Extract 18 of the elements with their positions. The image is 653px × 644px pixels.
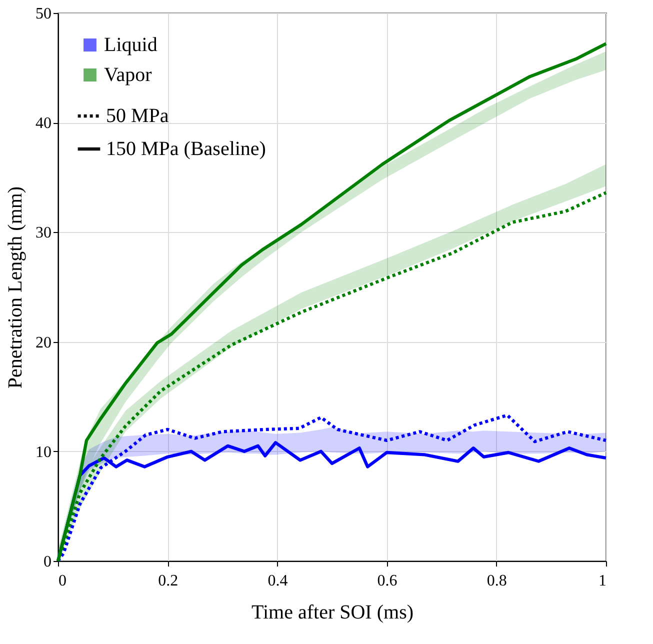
x-axis-title: Time after SOI (ms) — [251, 602, 414, 624]
legend-label: Liquid — [104, 34, 158, 56]
x-tick-label: 0.6 — [377, 572, 398, 590]
y-tick-label: 0 — [44, 554, 52, 570]
y-tick-label: 50 — [36, 6, 52, 22]
y-tick-label: 20 — [36, 334, 52, 352]
y-tick-label: 30 — [36, 224, 52, 242]
x-tick-label: 0.8 — [486, 572, 507, 590]
y-tick-label: 10 — [36, 444, 52, 461]
annotation: 50 MPa — [106, 105, 169, 127]
annotation: 150 MPa (Baseline) — [106, 138, 266, 160]
y-axis-title: Penetration Length (mm) — [4, 186, 26, 389]
legend-label: Vapor — [104, 64, 152, 86]
y-tick-label: 40 — [36, 115, 52, 132]
x-tick-label: 0.4 — [268, 572, 288, 590]
x-tick-label: 0 — [58, 572, 66, 590]
x-tick-label: 1 — [598, 572, 606, 590]
x-tick-label: 0.2 — [158, 572, 178, 590]
